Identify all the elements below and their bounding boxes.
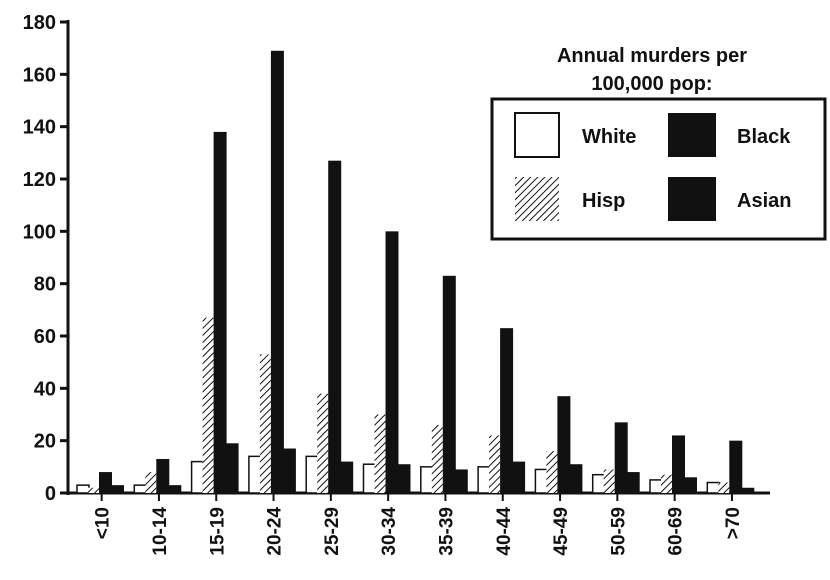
bar-hisp	[431, 424, 443, 493]
legend-title-line2: 100,000 pop:	[591, 73, 712, 95]
bar-white	[133, 484, 148, 494]
bar-hisp	[145, 472, 157, 493]
legend-label-asian: Asian	[737, 190, 791, 212]
x-tick-label: 30-34	[379, 507, 400, 556]
bar-white	[305, 455, 319, 494]
legend-label-white: White	[582, 126, 636, 148]
x-tick-label: >70	[723, 507, 744, 539]
y-axis-ticks: 0 20 40 60 80 100 120 140 160 180	[23, 12, 68, 505]
bar-hisp	[374, 414, 386, 493]
bar-hisp	[259, 354, 271, 493]
bar-black	[672, 435, 685, 493]
bar-white	[649, 479, 663, 494]
bar-white	[591, 473, 606, 494]
x-tick-label: 45-49	[551, 507, 572, 556]
y-tick-label: 100	[23, 221, 56, 243]
y-tick-label: 180	[23, 12, 56, 34]
legend-label-hisp: Hisp	[582, 190, 625, 212]
bar-asian	[512, 461, 526, 493]
legend: Annual murders per 100,000 pop: White Bl…	[490, 45, 827, 241]
legend-swatch-asian	[668, 177, 716, 221]
legend-label-black: Black	[737, 126, 791, 148]
bar-hisp	[718, 482, 730, 493]
bar-asian	[454, 469, 468, 493]
bar-black	[328, 160, 342, 493]
bar-white	[477, 466, 491, 494]
bar-black	[99, 472, 112, 493]
x-tick-label: 25-29	[322, 507, 343, 556]
bar-asian	[111, 485, 124, 493]
legend-swatch-white	[514, 112, 560, 158]
bar-black	[156, 458, 170, 493]
bar-asian	[225, 443, 239, 493]
bar-black	[557, 396, 571, 493]
bar-white	[190, 460, 205, 494]
bar-hisp	[489, 435, 501, 493]
bar-black	[213, 131, 227, 493]
bar-black	[270, 50, 284, 494]
bar-asian	[282, 448, 296, 493]
y-tick-label: 160	[23, 64, 56, 86]
x-tick-label: <10	[93, 507, 114, 539]
y-tick-label: 20	[34, 431, 56, 453]
y-tick-label: 140	[23, 117, 56, 139]
bar-black	[500, 328, 514, 493]
bar-black	[442, 275, 456, 493]
bar-black	[614, 422, 628, 493]
bar-asian	[397, 464, 411, 493]
bar-hisp	[661, 474, 672, 493]
x-tick-label: 35-39	[436, 507, 457, 556]
x-axis-ticks: <10 10-14 15-19 20-24 25-29 30-34 35-39 40-44 45…	[93, 493, 744, 556]
bar-asian	[684, 477, 697, 493]
x-tick-label: 50-59	[608, 507, 629, 556]
x-tick-label: 60-69	[666, 507, 687, 556]
bar-hisp	[202, 317, 214, 493]
bar-black	[729, 440, 743, 493]
bar-asian	[340, 461, 354, 493]
legend-swatch-black	[668, 113, 716, 157]
legend-title-line1: Annual murders per	[557, 45, 747, 67]
bar-hisp	[546, 451, 558, 493]
x-tick-label: 15-19	[207, 507, 228, 556]
y-tick-label: 60	[34, 326, 56, 348]
legend-swatch-hisp	[515, 177, 559, 221]
bar-white	[420, 466, 434, 494]
bar-white	[362, 463, 377, 494]
x-tick-label: 20-24	[265, 507, 286, 556]
y-tick-label: 40	[34, 378, 56, 400]
bar-white	[706, 481, 721, 494]
y-tick-label: 80	[34, 274, 56, 296]
bar-white	[534, 468, 549, 494]
bar-white	[248, 455, 262, 494]
bar-asian	[168, 485, 182, 493]
bars	[76, 50, 755, 494]
bar-asian	[569, 464, 583, 493]
bar-asian	[626, 472, 640, 493]
bar-hisp	[603, 469, 615, 493]
bar-black	[385, 231, 399, 494]
y-tick-label: 120	[23, 169, 56, 191]
bar-asian	[741, 487, 755, 493]
bar-hisp	[88, 487, 99, 493]
y-tick-label: 0	[45, 483, 56, 505]
bar-hisp	[317, 393, 329, 493]
bar-white	[76, 484, 90, 494]
x-tick-label: 40-44	[494, 507, 515, 556]
x-tick-label: 10-14	[150, 507, 171, 556]
